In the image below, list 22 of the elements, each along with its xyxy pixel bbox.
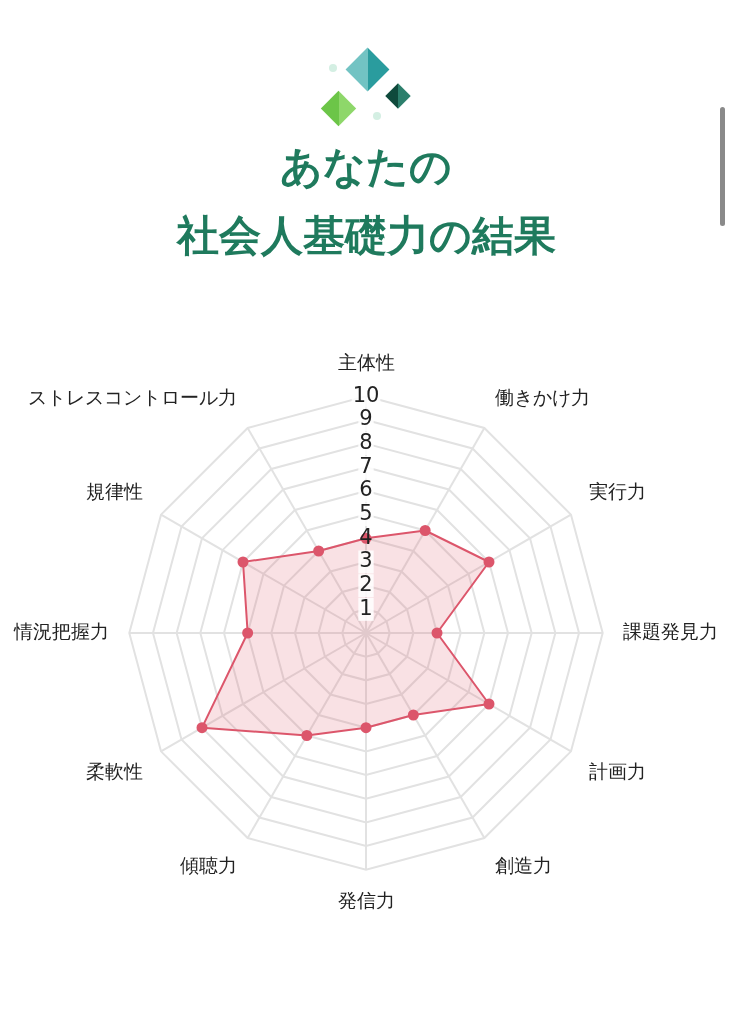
spoke-label: 課題発見力 (623, 619, 719, 642)
spoke-label: 発信力 (337, 888, 395, 911)
spoke-label: 柔軟性 (86, 759, 144, 782)
spoke-label: 情況把握力 (12, 619, 109, 642)
y-tick-label: 1 (359, 595, 373, 620)
spoke-label: 規律性 (86, 479, 144, 502)
spoke-label: 創造力 (494, 854, 552, 877)
y-tick-label: 2 (359, 572, 373, 597)
spoke-label: 計画力 (588, 759, 646, 782)
y-tick-label: 6 (359, 477, 373, 502)
y-tick-label: 5 (359, 501, 373, 526)
y-tick-label: 3 (359, 548, 373, 573)
y-tick-label: 7 (359, 453, 373, 478)
spoke-label: 働きかけ力 (494, 385, 590, 408)
chart-title: あなたの社会人基礎力の結果 (176, 142, 556, 260)
spoke-label: 主体性 (337, 351, 395, 374)
y-tick-label: 8 (359, 430, 373, 455)
y-tick-label: 10 (352, 382, 380, 407)
spoke-label: ストレスコントロール力 (28, 385, 238, 408)
spoke-label: 実行力 (588, 479, 646, 502)
y-tick-label: 9 (359, 406, 373, 431)
spoke-label: 傾聴力 (180, 854, 238, 877)
